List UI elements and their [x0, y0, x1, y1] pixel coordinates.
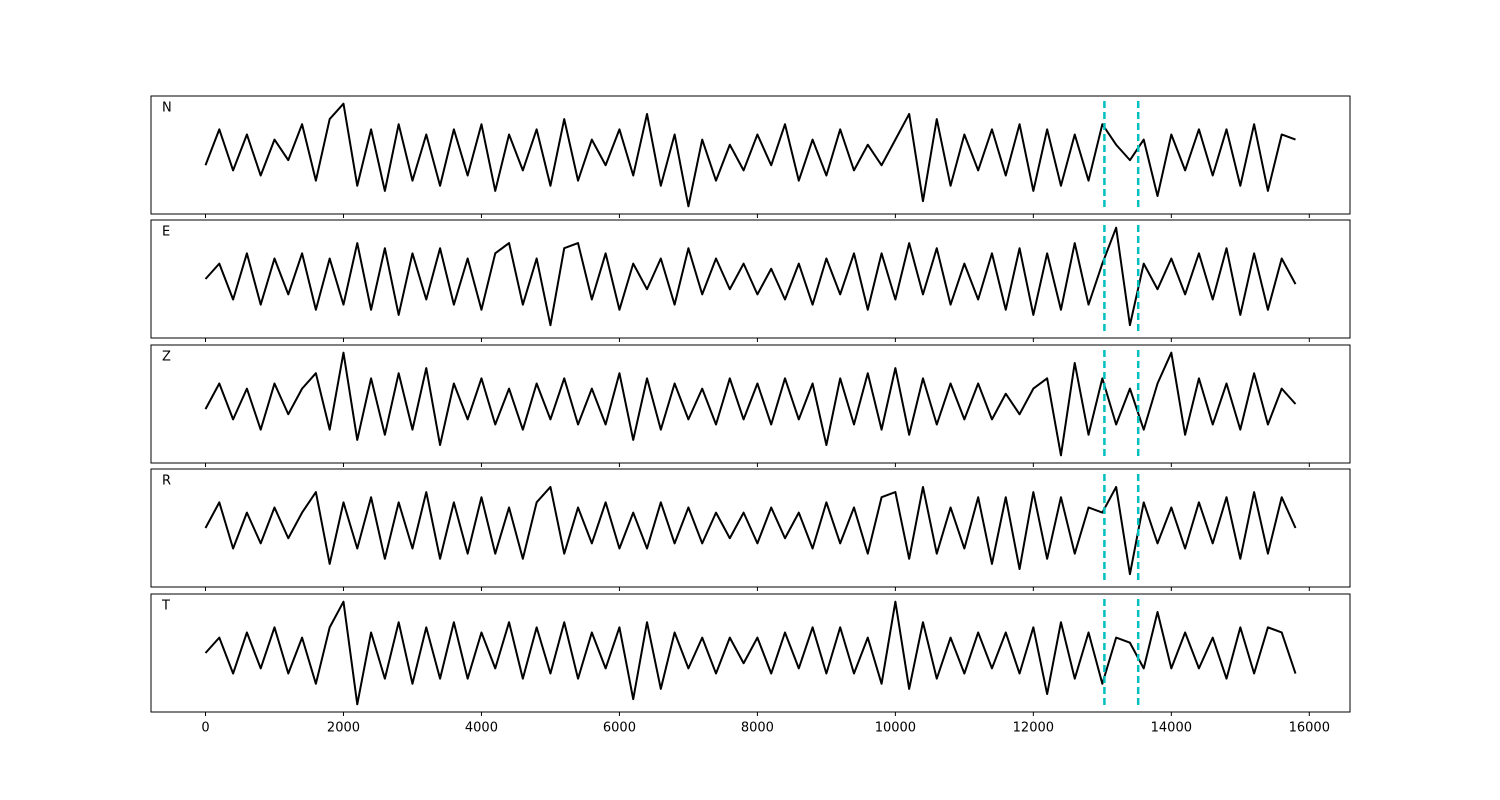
panel-frame [150, 95, 1351, 215]
x-tick-label: 12000 [1013, 721, 1054, 736]
x-tick-label: 10000 [875, 721, 916, 736]
panel-frame [150, 593, 1351, 713]
x-tick-label: 2000 [327, 721, 360, 736]
trace-line [204, 600, 1297, 706]
trace-line [204, 351, 1297, 457]
trace-line [204, 485, 1297, 576]
trace-line [204, 102, 1296, 208]
x-tick-label: 6000 [603, 721, 636, 736]
trace-line [204, 226, 1297, 327]
panel-background [151, 594, 1350, 712]
x-tick-label: 14000 [1151, 721, 1192, 736]
x-tick-label: 0 [201, 721, 209, 736]
panel-frame [150, 219, 1351, 339]
trace-label: T [161, 599, 170, 614]
x-tick-label: 16000 [1289, 721, 1330, 736]
x-tick-label: 8000 [741, 721, 774, 736]
panel-frame [150, 468, 1351, 588]
trace-label: R [162, 474, 171, 489]
x-tick-label: 4000 [465, 721, 498, 736]
trace-label: Z [162, 350, 171, 365]
trace-label: E [162, 225, 170, 240]
panel-frame [150, 344, 1351, 464]
trace-label: N [162, 101, 172, 116]
